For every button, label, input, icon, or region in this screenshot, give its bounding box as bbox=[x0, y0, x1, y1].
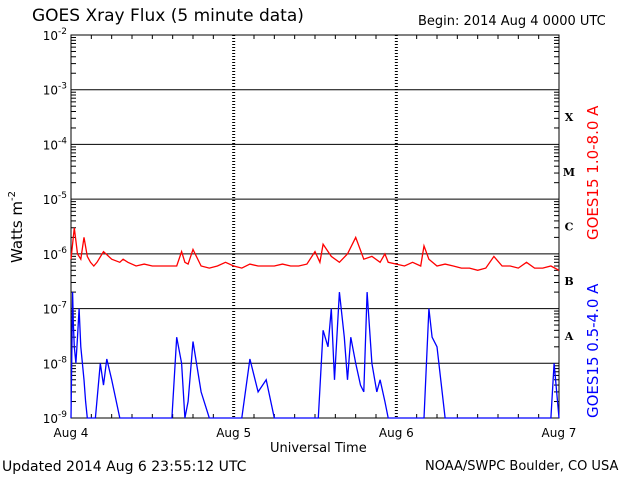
y-tick-label: 10-2 bbox=[43, 27, 67, 43]
series-lines bbox=[70, 227, 560, 419]
y-axis-label: Watts m-2 bbox=[7, 191, 26, 263]
x-axis-label: Universal Time bbox=[270, 441, 367, 456]
series-line-0 bbox=[70, 227, 560, 271]
x-tick-label: Aug 4 bbox=[54, 426, 89, 440]
y-tick-base: 10 bbox=[43, 29, 58, 43]
flare-class-label: X bbox=[565, 111, 574, 124]
y-tick-base: 10 bbox=[43, 357, 58, 371]
flare-class-label: C bbox=[565, 221, 574, 234]
y-tick-label: 10-7 bbox=[43, 301, 67, 317]
page-title: GOES Xray Flux (5 minute data) bbox=[32, 6, 304, 26]
credit-label: NOAA/SWPC Boulder, CO USA bbox=[425, 459, 619, 474]
y-tick-exponent: -4 bbox=[58, 136, 67, 146]
tick-marks bbox=[71, 35, 559, 418]
flare-class-label: A bbox=[564, 330, 574, 343]
y-tick-exponent: -3 bbox=[58, 82, 67, 92]
y-tick-base: 10 bbox=[43, 248, 58, 262]
y-tick-label: 10-6 bbox=[43, 246, 68, 262]
y-tick-exponent: -6 bbox=[58, 246, 67, 256]
y-tick-exponent: -8 bbox=[58, 355, 67, 365]
y-tick-exponent: -7 bbox=[58, 301, 67, 311]
y-tick-label: 10-8 bbox=[43, 355, 68, 371]
x-tick-label: Aug 7 bbox=[542, 426, 577, 440]
x-tick-label: Aug 5 bbox=[216, 426, 251, 440]
x-tick-label: Aug 6 bbox=[379, 426, 414, 440]
y-tick-label: 10-4 bbox=[43, 136, 68, 152]
series-legend-short: GOES15 0.5-4.0 A bbox=[584, 283, 602, 418]
y-tick-base: 10 bbox=[43, 412, 58, 426]
y-tick-base: 10 bbox=[43, 138, 58, 152]
y-tick-exponent: -9 bbox=[58, 410, 67, 420]
series-line-1 bbox=[70, 292, 560, 419]
y-tick-base: 10 bbox=[43, 303, 58, 317]
flare-class-label: B bbox=[564, 275, 573, 288]
y-axis-label-text: Watts m bbox=[8, 201, 26, 263]
series-legend-long: GOES15 1.0-8.0 A bbox=[584, 105, 602, 240]
y-tick-exponent: -2 bbox=[58, 27, 67, 37]
begin-time-label: Begin: 2014 Aug 4 0000 UTC bbox=[418, 14, 606, 29]
y-tick-label: 10-9 bbox=[43, 410, 68, 426]
y-tick-base: 10 bbox=[43, 84, 58, 98]
updated-timestamp: Updated 2014 Aug 6 23:55:12 UTC bbox=[2, 459, 247, 475]
y-tick-label: 10-5 bbox=[43, 191, 67, 207]
plot-frame bbox=[70, 34, 560, 419]
flare-class-label: M bbox=[563, 166, 575, 179]
y-tick-exponent: -5 bbox=[58, 191, 67, 201]
y-tick-base: 10 bbox=[43, 193, 58, 207]
grid bbox=[71, 35, 559, 418]
y-axis-label-sup: -2 bbox=[7, 191, 18, 201]
y-tick-label: 10-3 bbox=[43, 82, 67, 98]
